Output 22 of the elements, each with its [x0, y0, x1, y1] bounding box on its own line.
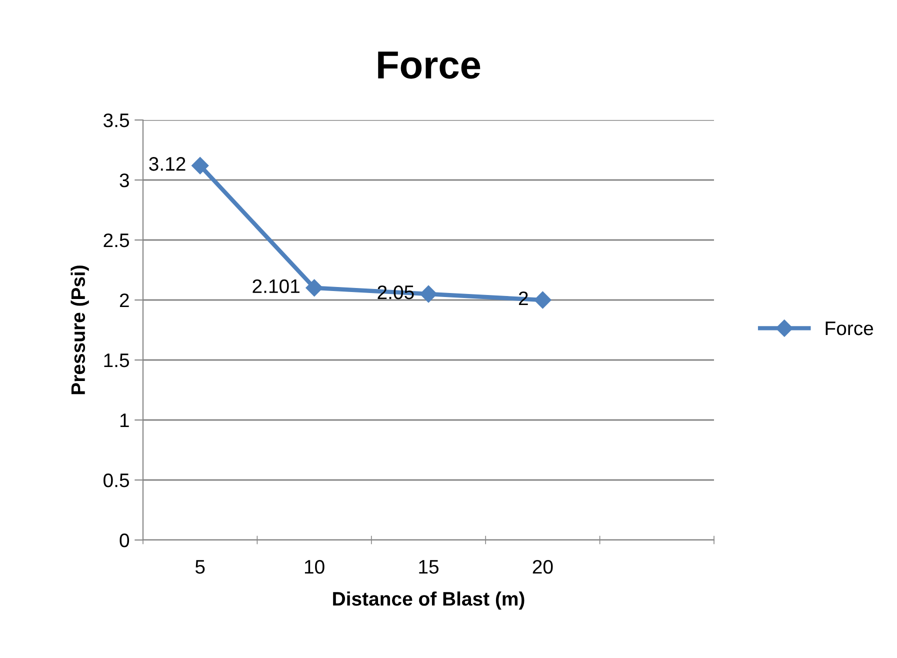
- point: [192, 157, 209, 174]
- point: [534, 291, 552, 309]
- legend-label: Force: [826, 322, 874, 336]
- chart-title: Force: [378, 52, 480, 79]
- x-tick-label: 5: [195, 560, 205, 574]
- y-tick-label: 1.5: [104, 354, 129, 368]
- y-tick-label: 1: [120, 414, 129, 428]
- y-tick-label: 2.5: [104, 233, 129, 248]
- point: [420, 285, 438, 303]
- x-tick-label: 15: [419, 560, 438, 574]
- point: [306, 279, 323, 296]
- data-label: 3.12: [149, 157, 186, 171]
- x-axis-title: Distance of Blast (m): [333, 591, 524, 610]
- y-axis-title: Pressure (Psi): [70, 266, 89, 394]
- y-tick-label: 3.5: [104, 113, 129, 128]
- y-tick-label: 2: [120, 293, 129, 308]
- x-tick-label: 10: [304, 560, 324, 574]
- data-label: 2.101: [252, 279, 300, 294]
- y-tick-label: 0: [120, 533, 130, 548]
- y-tick-label: 0.5: [104, 473, 129, 488]
- y-tick-label: 3: [120, 173, 129, 188]
- x-tick-label: 20: [532, 560, 553, 574]
